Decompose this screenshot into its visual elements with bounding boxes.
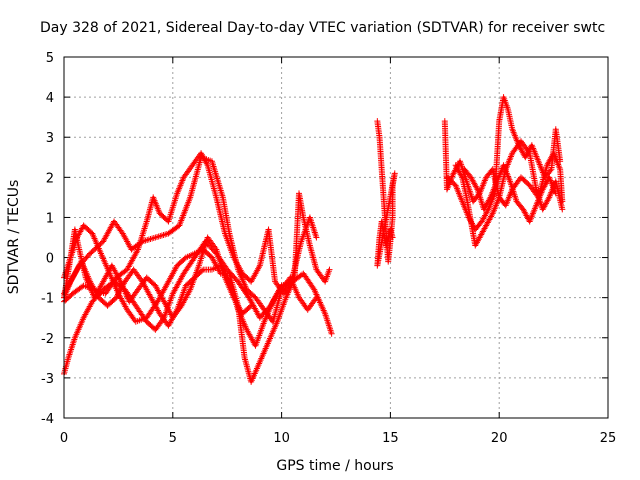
data-point: [559, 206, 566, 213]
data-point: [547, 167, 554, 174]
x-tick-label: 20: [491, 431, 508, 446]
y-tick-label: -3: [41, 372, 54, 387]
data-point: [313, 294, 320, 301]
data-point: [328, 330, 335, 337]
plot-frame: [63, 56, 609, 419]
data-point: [313, 234, 320, 241]
y-tick-label: 0: [46, 252, 54, 267]
y-tick-label: -4: [41, 412, 54, 427]
data-point: [389, 234, 396, 241]
y-tick-label: 1: [46, 211, 54, 226]
data-point: [244, 293, 251, 300]
data-point: [85, 251, 92, 258]
x-tick-label: 5: [169, 431, 177, 446]
data-point: [557, 158, 564, 165]
data-points: [61, 94, 566, 385]
y-tick-label: 5: [46, 51, 54, 66]
y-tick-label: 3: [46, 131, 54, 146]
x-tick-label: 25: [600, 431, 617, 446]
x-tick-label: 15: [382, 431, 399, 446]
axis-ticks: 0 5 10 15 20 25 -4 -3 -2 -1 0 1 2 3 4 5: [41, 51, 616, 446]
y-axis-label: SDTVAR / TECUs: [6, 180, 22, 295]
data-point: [246, 303, 253, 310]
data-point: [278, 282, 285, 289]
y-tick-label: -2: [41, 332, 54, 347]
y-tick-label: 2: [46, 171, 54, 186]
x-tick-label: 0: [60, 431, 68, 446]
grid: [64, 57, 608, 418]
series-prn-f: [61, 226, 255, 321]
data-point: [326, 266, 333, 273]
series-prn-g: [374, 118, 398, 269]
series-prn-k: [461, 162, 559, 225]
series-prn-d: [61, 150, 320, 305]
x-axis-label: GPS time / hours: [276, 458, 393, 474]
y-tick-label: -1: [41, 292, 54, 307]
chart-title: Day 328 of 2021, Sidereal Day-to-day VTE…: [40, 20, 605, 36]
x-tick-label: 10: [273, 431, 290, 446]
y-tick-label: 4: [46, 91, 54, 106]
data-point: [248, 302, 255, 309]
data-point: [310, 285, 317, 292]
data-point: [552, 190, 559, 197]
